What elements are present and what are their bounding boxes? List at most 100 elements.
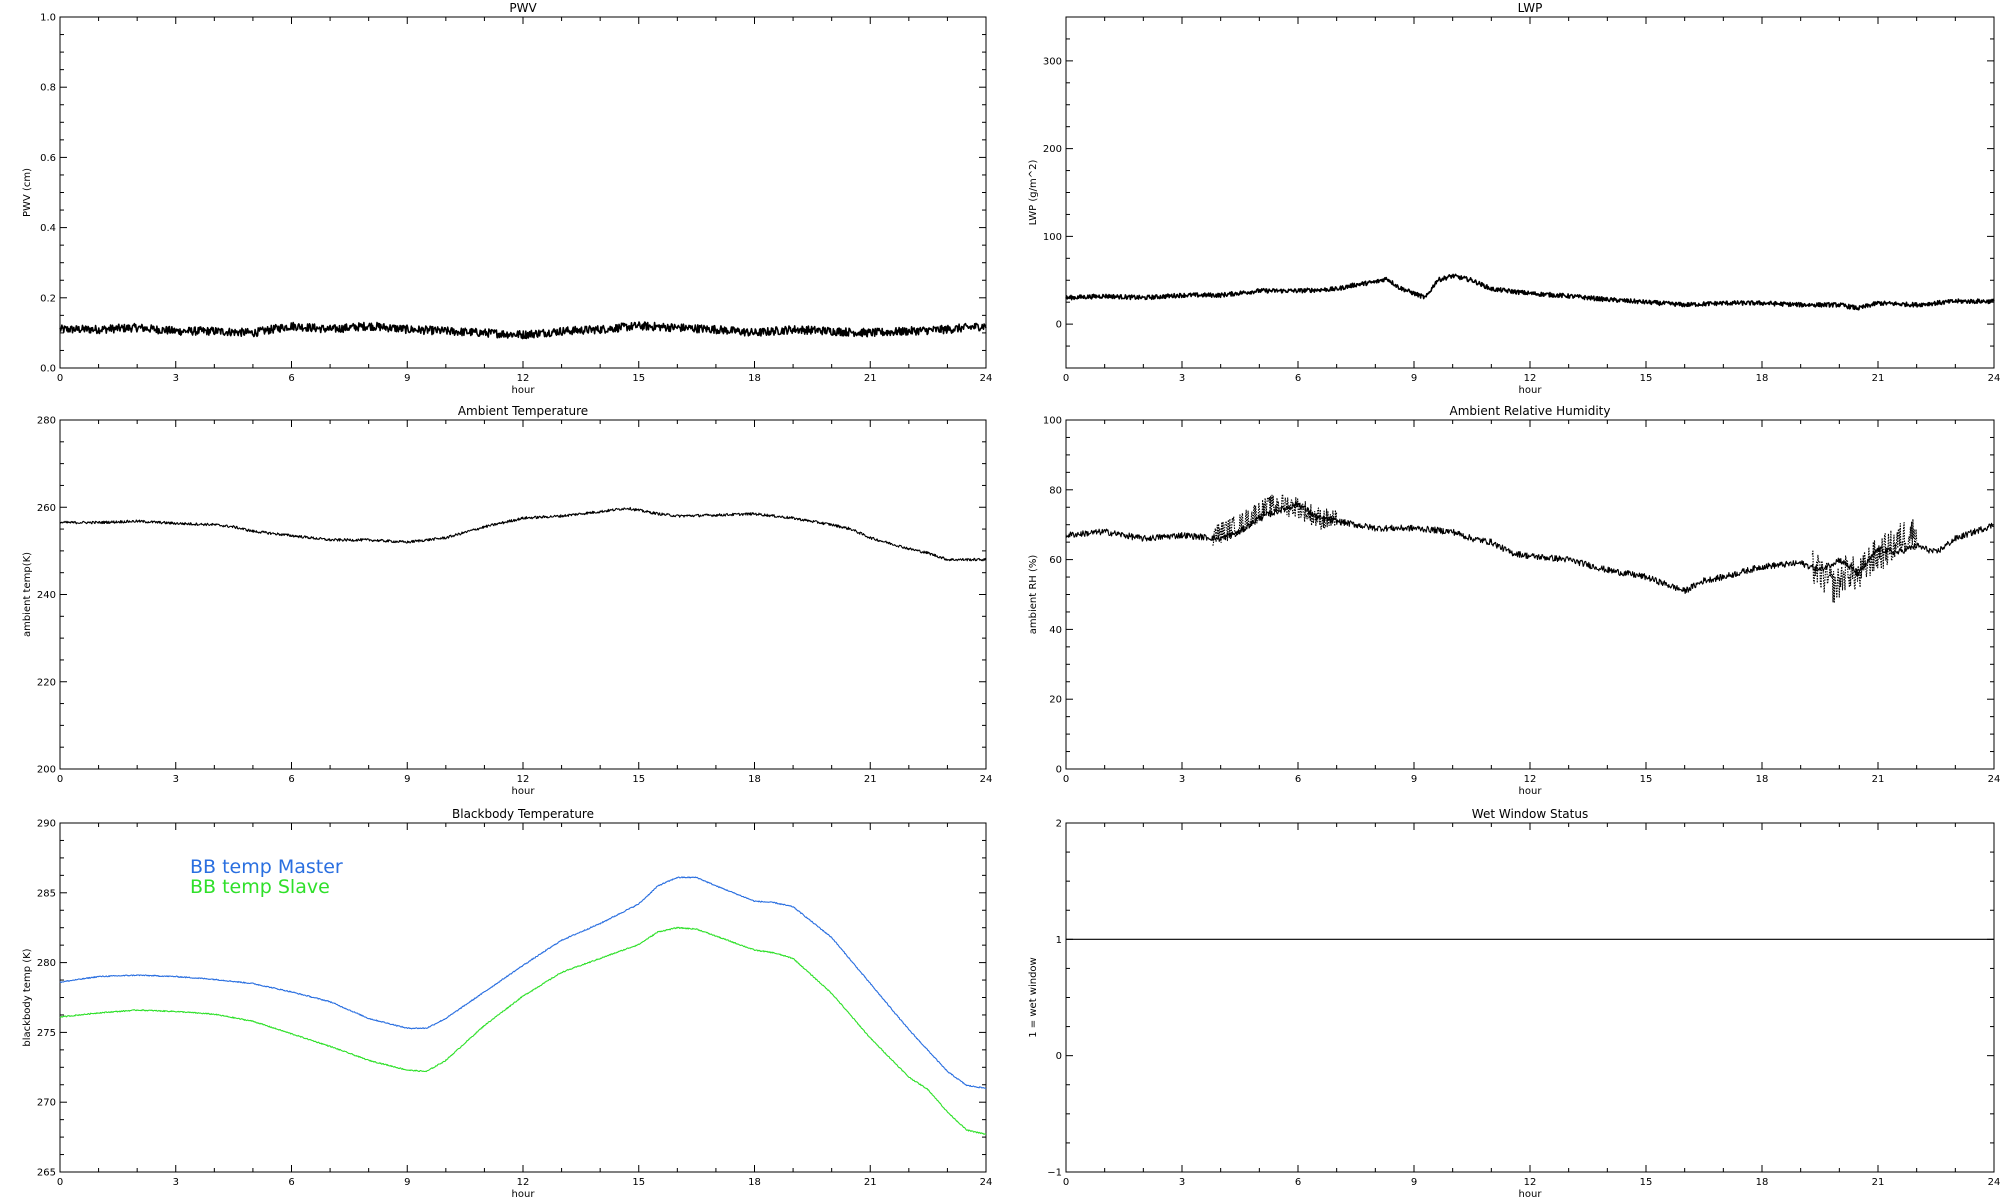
x-tick-label: 24 [980,373,993,384]
panel-bb-temp: Blackbody Temperature 0 3 6 9 12 15 18 21 24 hour 2… [22,807,992,1200]
x-tick-label: 15 [1640,774,1653,785]
y-tick-label: 285 [37,888,56,899]
x-tick-label: 3 [173,1177,179,1188]
x-tick-label: 12 [1524,373,1537,384]
y-tick-label: 0.0 [40,364,56,375]
x-tick-label: 12 [517,1177,530,1188]
x-tick-label: 6 [288,373,294,384]
x-tick-label: 15 [632,373,645,384]
x-tick-label: 6 [288,1177,294,1188]
series-line-ambient-temp-0 [59,506,987,562]
y-tick-label: 20 [1049,695,1062,706]
plot-frame [1065,822,1995,1173]
x-tick-label: 15 [1640,1177,1653,1188]
y-axis-title: 1 = wet window [1028,957,1039,1037]
x-tick-label: 18 [748,373,761,384]
y-tick-label: 40 [1049,625,1062,636]
x-tick-label: 0 [57,774,63,785]
plot-frame [59,16,987,369]
y-tick-label: 100 [1043,232,1062,243]
x-tick-label: 0 [57,373,63,384]
x-tick-label: 9 [404,373,410,384]
x-tick-label: 18 [1756,774,1769,785]
y-axis-title: ambient temp(K) [22,552,33,637]
y-tick-label: 290 [37,819,56,830]
y-axis-title: ambient RH (%) [1028,555,1039,635]
x-tick-label: 12 [517,373,530,384]
legend-entry: BB temp Slave [190,876,330,898]
x-tick-label: 15 [632,1177,645,1188]
y-tick-label: −1 [1047,1168,1062,1179]
panel-title: Ambient Relative Humidity [1450,404,1611,418]
series-line-bb-temp-1 [59,926,987,1135]
panel-title: PWV [509,1,537,15]
panel-ambient-rh: Ambient Relative Humidity 0 3 6 9 12 15 18 21 24 h… [1028,404,2000,797]
x-tick-label: 9 [1411,774,1417,785]
x-tick-label: 24 [1988,1177,2000,1188]
x-tick-label: 3 [1179,373,1185,384]
x-tick-label: 24 [980,1177,993,1188]
y-tick-label: 80 [1049,485,1062,496]
x-tick-label: 9 [1411,1177,1417,1188]
series-line-ambient-rh-2 [1811,518,1918,604]
y-axis-title: LWP (g/m^2) [1028,160,1039,226]
y-tick-label: 0 [1056,320,1062,331]
x-tick-label: 21 [864,373,877,384]
x-tick-label: 24 [980,774,993,785]
x-axis-title: hour [1519,786,1543,797]
x-tick-label: 6 [288,774,294,785]
x-tick-label: 18 [748,1177,761,1188]
panel-title: Wet Window Status [1472,807,1588,821]
x-tick-label: 3 [173,373,179,384]
y-tick-label: 0.4 [40,223,56,234]
y-tick-label: 280 [37,958,56,969]
y-tick-label: 220 [37,677,56,688]
x-tick-label: 6 [1295,373,1301,384]
y-tick-label: 0.6 [40,153,56,164]
x-tick-label: 21 [1872,1177,1885,1188]
panel-title: Blackbody Temperature [452,807,594,821]
y-tick-label: 280 [37,416,56,427]
x-axis-title: hour [512,786,536,797]
y-axis-title: PWV (cm) [22,168,33,217]
y-tick-label: 60 [1049,555,1062,566]
x-tick-label: 21 [864,1177,877,1188]
panel-title: Ambient Temperature [458,404,588,418]
plot-frame [1065,419,1995,770]
y-tick-label: 260 [37,503,56,514]
series-line-bb-temp-0 [59,876,987,1090]
plot-frame [1065,16,1995,369]
x-tick-label: 6 [1295,774,1301,785]
panel-lwp: LWP 0 3 6 9 12 15 18 21 24 hour 0 100 200 300 LWP (g/m^… [1028,1,2000,396]
x-tick-label: 21 [864,774,877,785]
x-tick-label: 9 [1411,373,1417,384]
x-tick-label: 15 [632,774,645,785]
plot-frame [59,419,987,770]
y-tick-label: 0.2 [40,293,56,304]
x-tick-label: 3 [1179,774,1185,785]
x-tick-label: 0 [1063,373,1069,384]
y-tick-label: 200 [1043,144,1062,155]
x-tick-label: 18 [1756,373,1769,384]
x-axis-title: hour [512,385,536,396]
x-tick-label: 6 [1295,1177,1301,1188]
y-tick-label: 300 [1043,56,1062,67]
x-tick-label: 21 [1872,373,1885,384]
x-axis-title: hour [1519,385,1543,396]
y-tick-label: 1 [1056,935,1062,946]
x-tick-label: 24 [1988,774,2000,785]
x-tick-label: 18 [1756,1177,1769,1188]
y-tick-label: 240 [37,590,56,601]
panel-title: LWP [1518,1,1543,15]
x-tick-label: 0 [1063,774,1069,785]
y-tick-label: 200 [37,765,56,776]
panel-pwv: PWV 0 3 6 9 12 15 18 21 24 hour 0.0 0.2 0.4 0.6 0.8 1.0 P… [22,1,992,396]
x-tick-label: 0 [57,1177,63,1188]
x-axis-title: hour [1519,1189,1543,1200]
y-tick-label: 100 [1043,416,1062,427]
y-tick-label: 2 [1056,819,1062,830]
y-tick-label: 0 [1056,1051,1062,1062]
x-tick-label: 12 [1524,774,1537,785]
